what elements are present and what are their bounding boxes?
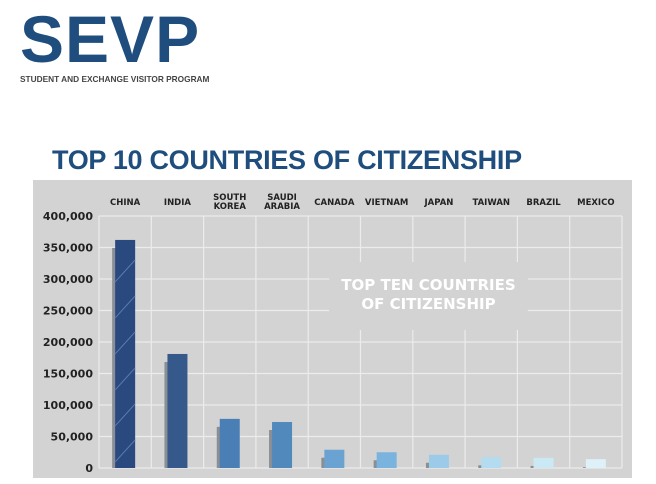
bar-hatch xyxy=(114,331,136,355)
bar xyxy=(324,449,345,468)
y-tick-label: 150,000 xyxy=(43,368,93,381)
category-label: JAPAN xyxy=(424,198,454,208)
y-tick-label: 400,000 xyxy=(43,210,93,223)
bar xyxy=(533,457,554,468)
category-label: VIETNAM xyxy=(365,198,409,208)
y-tick-label: 250,000 xyxy=(43,305,93,318)
bar xyxy=(481,457,502,468)
category-label: CHINA xyxy=(110,198,141,208)
category-label: TAIWAN xyxy=(472,198,510,208)
bar-hatch xyxy=(114,403,136,427)
y-tick-label: 0 xyxy=(85,462,93,475)
bar-chart: 0 50,000 100,000 150,000 200,000 250,000 300,0… xyxy=(33,180,632,478)
annotation-backdrop xyxy=(329,262,528,330)
bar xyxy=(428,454,449,468)
bar xyxy=(219,418,240,468)
bar xyxy=(376,452,397,468)
category-label: ARABIA xyxy=(264,202,300,212)
bar-hatch xyxy=(114,295,136,319)
y-tick-label: 100,000 xyxy=(43,399,93,412)
category-label: KOREA xyxy=(214,202,247,212)
logo-text: SEVP xyxy=(20,2,201,76)
annotation-text: OF CITIZENSHIP xyxy=(361,295,495,313)
bar xyxy=(272,422,293,468)
logo-subtitle: STUDENT AND EXCHANGE VISITOR PROGRAM xyxy=(20,74,210,84)
category-label: MEXICO xyxy=(577,198,614,208)
category-label: SAUDI xyxy=(267,193,297,203)
category-label: CANADA xyxy=(314,198,355,208)
bar-hatch xyxy=(114,367,136,391)
page-title: TOP 10 COUNTRIES OF CITIZENSHIP xyxy=(52,145,522,175)
category-label: BRAZIL xyxy=(526,198,561,208)
category-label: INDIA xyxy=(164,198,191,208)
sevp-logo: SEVP STUDENT AND EXCHANGE VISITOR PROGRA… xyxy=(20,2,210,84)
annotation-text: TOP TEN COUNTRIES xyxy=(341,276,515,294)
category-label: SOUTH xyxy=(213,193,246,203)
bar-hatch xyxy=(114,439,136,463)
y-tick-label: 350,000 xyxy=(43,242,93,255)
bar xyxy=(167,353,188,468)
y-tick-label: 200,000 xyxy=(43,336,93,349)
y-tick-label: 50,000 xyxy=(51,431,94,444)
chart-svg: 0 50,000 100,000 150,000 200,000 250,000 300,0… xyxy=(43,193,623,475)
y-tick-label: 300,000 xyxy=(43,273,93,286)
bar xyxy=(585,459,606,468)
bar-hatch xyxy=(114,259,136,283)
bar xyxy=(115,239,136,468)
